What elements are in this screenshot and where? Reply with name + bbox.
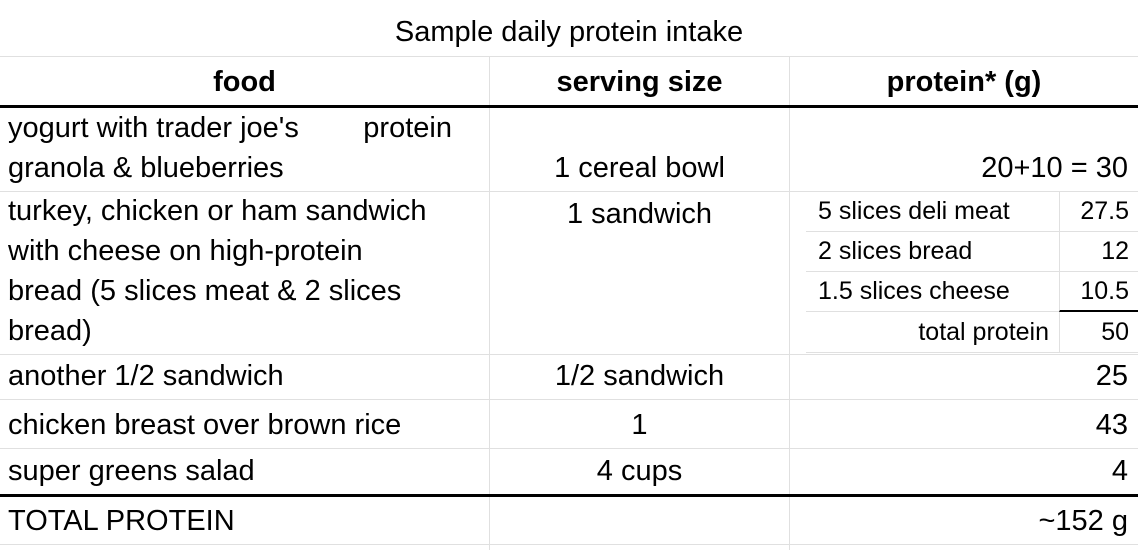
protein-cell-sandwich: 5 slices deli meat 27.5 2 slices bread 1…: [789, 192, 1138, 354]
breakdown-value[interactable]: 10.5: [1059, 272, 1138, 312]
food-cell-yogurt[interactable]: yogurt with trader joe's protein granola…: [8, 112, 452, 184]
serving-cell-salad[interactable]: 4 cups: [489, 449, 789, 494]
total-protein-label[interactable]: TOTAL PROTEIN: [8, 505, 235, 537]
food-cell-salad[interactable]: super greens salad: [8, 455, 255, 487]
breakdown-total-value[interactable]: 50: [1059, 312, 1138, 353]
total-row: TOTAL PROTEIN ~152 g: [0, 497, 1138, 545]
table-row: another 1/2 sandwich 1/2 sandwich 25: [0, 355, 1138, 400]
protein-cell-salad[interactable]: 4: [789, 449, 1138, 494]
food-cell-sandwich[interactable]: turkey, chicken or ham sandwich with che…: [8, 195, 427, 347]
partial-row: [0, 545, 1138, 550]
breakdown-label[interactable]: 2 slices bread: [806, 232, 1059, 272]
table-row: turkey, chicken or ham sandwich with che…: [0, 192, 1138, 355]
serving-cell-sandwich[interactable]: 1 sandwich: [489, 192, 789, 354]
title-row: Sample daily protein intake: [0, 0, 1138, 57]
breakdown-total-label[interactable]: total protein: [806, 312, 1059, 353]
breakdown-label[interactable]: 1.5 slices cheese: [806, 272, 1059, 312]
serving-cell-chicken-rice[interactable]: 1: [489, 400, 789, 448]
breakdown-value[interactable]: 27.5: [1059, 192, 1138, 232]
serving-cell-yogurt[interactable]: 1 cereal bowl: [489, 108, 789, 191]
partial-cell: [489, 545, 789, 550]
total-protein-value[interactable]: ~152 g: [789, 497, 1138, 544]
protein-cell-yogurt[interactable]: 20+10 = 30: [789, 108, 1138, 191]
col-header-serving-size[interactable]: serving size: [489, 57, 789, 105]
protein-breakdown-table: 5 slices deli meat 27.5 2 slices bread 1…: [806, 192, 1138, 354]
col-header-food[interactable]: food: [213, 66, 276, 98]
table-row: super greens salad 4 cups 4: [0, 449, 1138, 497]
partial-cell: [789, 545, 1138, 550]
breakdown-value[interactable]: 12: [1059, 232, 1138, 272]
protein-cell-chicken-rice[interactable]: 43: [789, 400, 1138, 448]
protein-cell-half-sandwich[interactable]: 25: [789, 355, 1138, 399]
food-cell-half-sandwich[interactable]: another 1/2 sandwich: [8, 360, 284, 392]
header-row: food serving size protein* (g): [0, 57, 1138, 108]
breakdown-label[interactable]: 5 slices deli meat: [806, 192, 1059, 232]
serving-cell-half-sandwich[interactable]: 1/2 sandwich: [489, 355, 789, 399]
table-row: chicken breast over brown rice 1 43: [0, 400, 1138, 449]
col-header-protein[interactable]: protein* (g): [789, 57, 1138, 105]
food-cell-chicken-rice[interactable]: chicken breast over brown rice: [8, 409, 402, 441]
total-serving-cell-empty[interactable]: [489, 497, 789, 544]
table-row: yogurt with trader joe's protein granola…: [0, 108, 1138, 192]
sheet-title: Sample daily protein intake: [394, 16, 744, 48]
partial-cell: [0, 545, 489, 550]
